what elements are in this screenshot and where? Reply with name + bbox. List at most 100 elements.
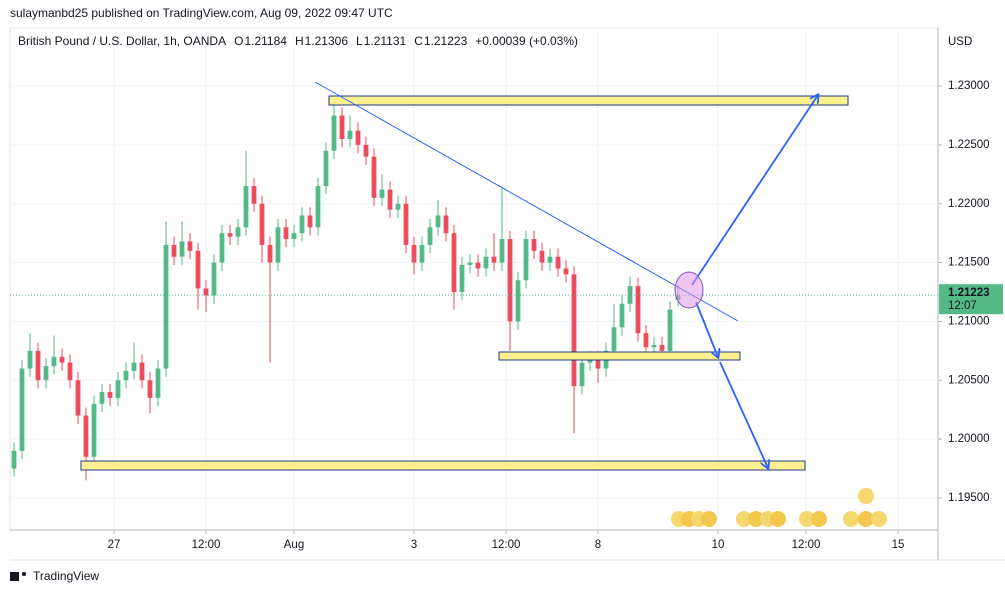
resistance-zone bbox=[328, 95, 849, 106]
candle-body bbox=[259, 203, 265, 245]
candle-body bbox=[19, 368, 25, 451]
candle-body bbox=[211, 262, 217, 296]
grid bbox=[10, 28, 938, 530]
candle-body bbox=[323, 150, 329, 187]
candle-body bbox=[339, 115, 345, 139]
candle-body bbox=[587, 359, 593, 363]
candle-body bbox=[579, 362, 585, 387]
ohlc-key: H bbox=[295, 34, 304, 48]
bar-countdown: 12:07 bbox=[948, 300, 977, 312]
arrow-down bbox=[695, 301, 718, 357]
candle-body bbox=[171, 244, 177, 257]
x-tick-label: 12:00 bbox=[792, 539, 821, 551]
event-icon bbox=[843, 511, 859, 527]
candle-body bbox=[307, 215, 313, 228]
y-tick-label: 1.21500 bbox=[948, 257, 990, 269]
event-icon bbox=[858, 511, 874, 527]
candle-body bbox=[627, 286, 633, 304]
candle-body bbox=[115, 380, 121, 398]
ohlc-key: L bbox=[356, 34, 363, 48]
event-icon bbox=[736, 511, 752, 527]
trend-line bbox=[314, 81, 739, 322]
price-change: +0.00039 (+0.03%) bbox=[475, 34, 578, 48]
y-tick-label: 1.20500 bbox=[948, 374, 990, 386]
x-tick-label: 12:00 bbox=[192, 539, 221, 551]
y-tick-label: 1.20000 bbox=[948, 433, 990, 445]
candle-body bbox=[395, 203, 401, 210]
candle-body bbox=[227, 233, 233, 237]
candle-body bbox=[283, 227, 289, 240]
candle-body bbox=[203, 288, 209, 296]
candle-body bbox=[403, 203, 409, 245]
candle-body bbox=[435, 215, 441, 228]
event-icon bbox=[858, 488, 874, 504]
candle-body bbox=[35, 350, 41, 381]
event-icon bbox=[799, 511, 815, 527]
candle-body bbox=[267, 244, 273, 263]
candle-body bbox=[163, 244, 169, 369]
ohlc-key: C bbox=[414, 34, 423, 48]
candle-body bbox=[619, 303, 625, 328]
candle-body bbox=[443, 215, 449, 234]
event-icon bbox=[748, 511, 764, 527]
highlight-ellipse bbox=[674, 271, 704, 309]
candle-body bbox=[155, 368, 161, 398]
candle-body bbox=[299, 215, 305, 234]
event-icon bbox=[701, 511, 717, 527]
y-tick-label: 1.21000 bbox=[948, 315, 990, 327]
candle-body bbox=[139, 362, 145, 381]
candle-body bbox=[179, 241, 185, 257]
event-icon bbox=[770, 511, 786, 527]
candle-body bbox=[363, 144, 369, 157]
candle-body bbox=[523, 239, 529, 281]
candle-body bbox=[459, 264, 465, 293]
ohlc-value: 1.21131 bbox=[364, 34, 407, 48]
candle-body bbox=[539, 250, 545, 263]
candle-body bbox=[563, 268, 569, 275]
candle-body bbox=[123, 370, 129, 381]
ohlc-value: 1.21306 bbox=[305, 34, 349, 48]
brand-logo bbox=[10, 572, 19, 581]
candle-body bbox=[75, 380, 81, 416]
candle-body bbox=[419, 244, 425, 263]
published-info: sulaymanbd25 published on TradingView.co… bbox=[10, 6, 393, 20]
x-tick-label: 8 bbox=[595, 539, 601, 551]
candle-body bbox=[347, 130, 353, 139]
y-tick-label: 1.19500 bbox=[948, 492, 990, 504]
candle-body bbox=[507, 239, 513, 322]
ohlc-value: 1.21184 bbox=[244, 34, 287, 48]
currency-label: USD bbox=[948, 36, 972, 48]
candle-body bbox=[491, 256, 497, 263]
candle-body bbox=[83, 415, 89, 457]
candle-body bbox=[499, 239, 505, 263]
y-tick-label: 1.22000 bbox=[948, 198, 990, 210]
candle-body bbox=[483, 256, 489, 269]
candle-body bbox=[235, 227, 241, 237]
candle-body bbox=[571, 274, 577, 387]
candle-body bbox=[275, 227, 281, 263]
arrow-up bbox=[691, 95, 818, 286]
last-price-label: 1.21223 bbox=[948, 287, 990, 299]
candle-body bbox=[411, 244, 417, 263]
support-zone bbox=[80, 460, 806, 471]
symbol-header: British Pound / U.S. Dollar, 1h, OANDA O… bbox=[18, 34, 578, 48]
candle-body bbox=[651, 344, 657, 348]
candle-body bbox=[131, 362, 137, 371]
candle-body bbox=[611, 327, 617, 351]
candle-body bbox=[67, 362, 73, 381]
brand-name: TradingView bbox=[33, 569, 99, 583]
candle-body bbox=[643, 333, 649, 348]
x-tick-label: 12:00 bbox=[492, 539, 521, 551]
candle-body bbox=[531, 239, 537, 251]
candle-body bbox=[555, 256, 561, 269]
candle-body bbox=[195, 250, 201, 289]
candle-body bbox=[59, 356, 65, 363]
x-tick-label: 10 bbox=[712, 539, 725, 551]
candle-body bbox=[91, 403, 97, 457]
candle-body bbox=[243, 186, 249, 228]
candle-body bbox=[11, 450, 17, 469]
support-zone bbox=[498, 351, 741, 361]
candle-body bbox=[427, 227, 433, 245]
candle-body bbox=[315, 186, 321, 228]
